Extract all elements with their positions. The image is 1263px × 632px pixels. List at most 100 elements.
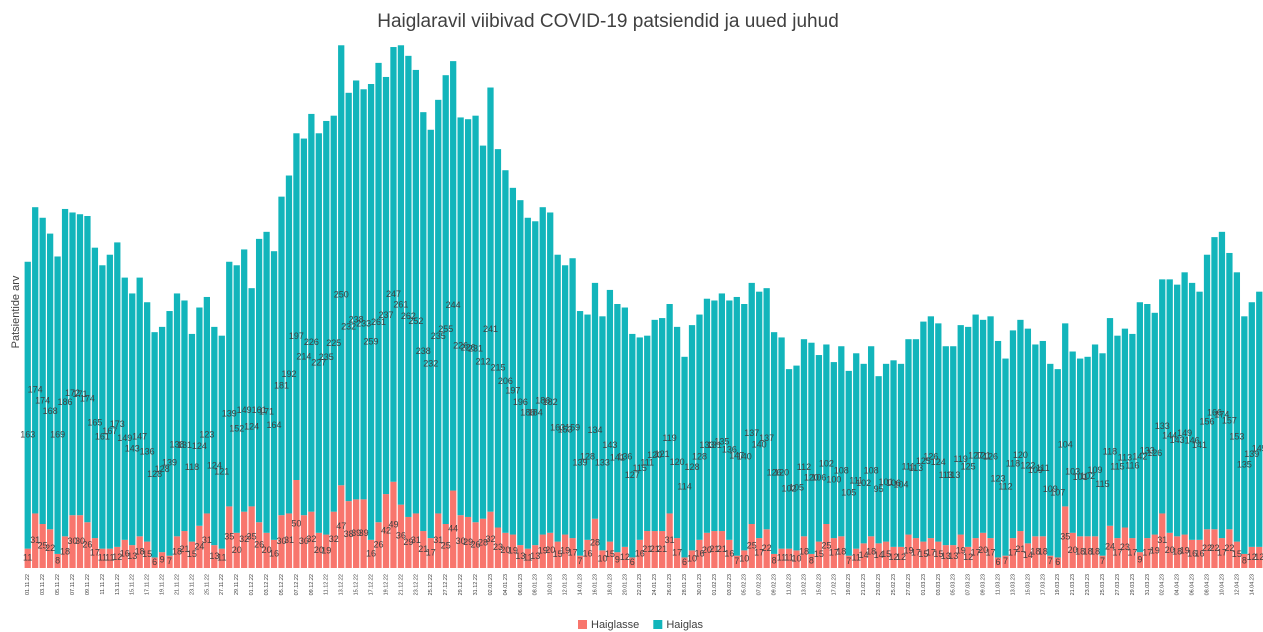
x-tick-label: 27.12.22	[443, 574, 449, 595]
bar-segment	[450, 61, 457, 491]
data-label: 21	[650, 544, 660, 554]
bar-segment	[726, 300, 733, 540]
data-label: 159	[565, 423, 580, 433]
bar-segment	[61, 536, 69, 568]
x-tick-label: 27.11.22	[219, 574, 225, 595]
data-label: 123	[991, 474, 1006, 484]
data-label: 226	[304, 337, 319, 347]
x-tick-label: 17.03.23	[1040, 574, 1046, 595]
data-label: 156	[1200, 416, 1215, 426]
bar-segment	[442, 75, 449, 524]
bar-segment	[733, 296, 740, 556]
bar-segment	[1009, 538, 1017, 568]
data-label: 20	[978, 545, 988, 555]
data-label: 30	[299, 536, 309, 546]
bar-segment	[39, 217, 46, 524]
data-label: 12	[896, 552, 906, 562]
bar-segment	[151, 557, 158, 568]
data-label: 20	[545, 545, 555, 555]
data-label: 11	[105, 553, 114, 563]
x-tick-label: 09.02.23	[772, 574, 778, 595]
bar-segment	[233, 532, 240, 568]
data-label: 13	[209, 551, 219, 561]
data-label: 22	[1202, 543, 1212, 553]
x-tick-label: 17.11.22	[145, 574, 151, 595]
x-tick-label: 01.03.23	[921, 574, 927, 595]
bar-segment	[756, 291, 763, 539]
legend-swatch	[578, 620, 587, 629]
data-label: 111	[1036, 463, 1050, 473]
bar-segment	[285, 175, 293, 514]
data-label: 227	[311, 357, 326, 367]
data-label: 26	[254, 539, 264, 549]
data-label: 112	[998, 481, 1012, 491]
bar-segment	[76, 214, 84, 516]
bar-segment	[390, 47, 397, 482]
data-label: 35	[1060, 532, 1070, 542]
bar-segment	[890, 546, 897, 568]
bar-segment	[1181, 272, 1188, 535]
data-label: 25	[821, 540, 831, 550]
data-label: 262	[401, 311, 416, 321]
data-label: 167	[102, 426, 117, 436]
bar-segment	[420, 112, 427, 532]
bar-segment	[1211, 237, 1218, 530]
bar-segment	[532, 545, 539, 568]
bar-segment	[942, 545, 949, 568]
bar-segment	[211, 326, 218, 546]
x-tick-label: 21.03.23	[1070, 574, 1076, 595]
bar-segment	[233, 265, 240, 533]
bar-segment	[91, 538, 99, 568]
bar-segment	[1181, 534, 1188, 568]
bar-segment	[360, 499, 367, 568]
data-label: 49	[388, 519, 398, 529]
bar-segment	[539, 207, 546, 535]
bar-segment	[203, 513, 210, 568]
bar-segment	[241, 511, 248, 568]
bar-segment	[845, 370, 852, 556]
bar-segment	[509, 187, 517, 535]
bar-segment	[1144, 538, 1151, 568]
x-tick-label: 23.03.23	[1085, 574, 1091, 595]
data-label: 28	[478, 538, 488, 548]
bar-segment	[823, 344, 830, 524]
bar-segment	[1129, 333, 1136, 539]
bar-segment	[1211, 529, 1218, 568]
data-label: 6	[996, 557, 1001, 567]
bar-segment	[1047, 363, 1054, 556]
data-label: 226	[461, 342, 476, 352]
data-label: 184	[528, 408, 543, 418]
bar-segment	[308, 113, 315, 512]
data-label: 30	[75, 536, 85, 546]
bar-segment	[927, 538, 934, 568]
data-label: 174	[1214, 409, 1229, 419]
data-label: 133	[595, 458, 610, 468]
bar-segment	[263, 532, 270, 568]
bar-segment	[1188, 539, 1196, 568]
bar-segment	[278, 515, 285, 568]
bar-segment	[173, 293, 181, 537]
data-label: 17	[754, 547, 764, 557]
x-tick-label: 21.12.22	[398, 574, 404, 595]
data-label: 21	[642, 544, 652, 554]
bar-segment	[1159, 279, 1166, 514]
bar-segment	[1248, 546, 1255, 568]
bar-segment	[293, 480, 300, 568]
bar-segment	[24, 261, 31, 549]
bar-segment	[158, 326, 166, 553]
data-label: 102	[819, 459, 834, 469]
data-label: 12	[620, 552, 630, 562]
data-label: 172	[65, 388, 80, 398]
x-tick-label: 23.12.22	[413, 574, 419, 595]
bar-segment	[91, 247, 99, 539]
bar-segment	[1062, 323, 1069, 507]
bar-segment	[688, 325, 696, 551]
bar-segment	[54, 256, 61, 554]
data-label: 19	[321, 546, 331, 556]
data-label: 9	[160, 554, 165, 564]
data-label: 8	[809, 555, 814, 565]
bar-segment	[935, 323, 942, 542]
bar-segment	[950, 545, 957, 568]
x-tick-label: 26.01.23	[667, 574, 673, 595]
data-label: 9	[1137, 554, 1142, 564]
